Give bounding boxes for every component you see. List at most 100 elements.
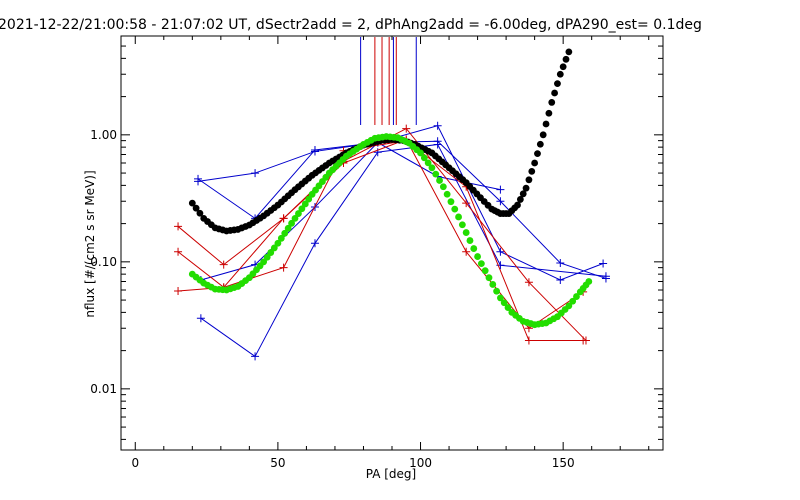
data-point	[251, 352, 260, 361]
data-point	[402, 124, 411, 133]
y-tick-label: 0.01	[90, 382, 117, 396]
curve-point	[428, 164, 436, 172]
curve-point	[565, 48, 573, 56]
data-point	[496, 261, 505, 270]
curve-point	[545, 109, 553, 117]
data-point	[524, 278, 533, 287]
curve-point	[528, 168, 536, 175]
x-axis-label: PA [deg]	[366, 467, 416, 481]
curve-point	[439, 183, 447, 191]
curve-point	[301, 200, 309, 208]
x-tick-label: 150	[552, 456, 575, 470]
curve-point	[562, 55, 570, 63]
curve-point	[569, 297, 577, 305]
curve-point	[188, 199, 196, 207]
data-point	[196, 314, 205, 323]
curve-point	[443, 190, 451, 198]
curve-point	[573, 293, 580, 300]
data-point	[433, 121, 442, 130]
data-point	[194, 174, 203, 183]
data-point	[279, 263, 288, 272]
curve-point	[267, 249, 275, 256]
curve-point	[451, 205, 459, 213]
curve-point	[519, 190, 527, 198]
curve-point	[417, 149, 424, 157]
curve-point	[470, 245, 478, 252]
data-point	[174, 247, 183, 256]
curve-point	[559, 63, 567, 71]
data-point	[496, 197, 505, 206]
curve-point	[504, 304, 512, 311]
curve-point	[196, 209, 204, 217]
data-point	[556, 258, 565, 267]
curve-point	[466, 237, 474, 244]
x-tick-label: 0	[131, 456, 139, 470]
data-point	[462, 247, 471, 256]
series-line	[177, 138, 584, 329]
curve-point	[298, 205, 306, 213]
curve-point	[420, 154, 428, 162]
data-point	[310, 145, 319, 154]
curve-point	[462, 229, 470, 236]
data-point	[496, 185, 505, 194]
curve-point	[436, 177, 443, 184]
curve-point	[497, 294, 504, 302]
data-point	[310, 239, 319, 248]
data-point	[373, 148, 382, 157]
curve-point	[554, 80, 561, 88]
data-point	[601, 272, 610, 281]
curve-point	[516, 196, 524, 203]
curve-point	[556, 70, 564, 78]
curve-point	[485, 274, 493, 282]
curve-point	[489, 281, 497, 288]
curve-point	[474, 253, 481, 260]
data-point	[251, 169, 260, 178]
series-line	[178, 140, 584, 342]
data-point	[174, 286, 183, 295]
curve-point	[295, 210, 302, 217]
data-point	[174, 222, 183, 231]
curve-point	[291, 214, 299, 222]
data-point	[496, 247, 505, 256]
curve-point	[192, 204, 200, 212]
curve-point	[534, 150, 541, 158]
curve-point	[424, 159, 432, 167]
curve-point	[565, 302, 573, 310]
curve-point	[514, 201, 521, 209]
curve-point	[263, 253, 271, 261]
y-tick-label: 1.00	[90, 128, 117, 142]
data-point	[599, 259, 608, 268]
data-point	[279, 214, 288, 223]
curve-point	[548, 99, 556, 106]
curve-point	[305, 195, 313, 203]
chart-title: 2021-12-22/21:00:58 - 21:07:02 UT, dSect…	[0, 17, 702, 33]
curve-point	[277, 234, 285, 242]
curve-point	[531, 159, 539, 167]
curve-point	[260, 258, 268, 266]
data-point	[524, 336, 533, 345]
curve-point	[481, 267, 489, 275]
curve-point	[539, 131, 547, 139]
series-line	[197, 125, 604, 281]
curve-point	[522, 184, 530, 192]
curve-point	[525, 176, 533, 184]
curve-point	[288, 219, 295, 227]
x-tick-label: 100	[409, 456, 432, 470]
y-axis-label: nflux [#/(cm2 s sr MeV)]	[83, 170, 97, 317]
x-tick-label: 50	[270, 456, 285, 470]
curve-point	[477, 260, 485, 268]
y-tick-label: 0.10	[90, 255, 117, 269]
curve-point	[493, 287, 500, 295]
curve-point	[274, 239, 282, 247]
curve-point	[447, 198, 455, 206]
curve-point	[284, 224, 292, 232]
curve-point	[455, 213, 462, 221]
plot-area-frame	[120, 35, 664, 451]
series-line	[197, 141, 501, 191]
curve-point	[585, 278, 593, 285]
curve-point	[432, 170, 440, 178]
data-point	[219, 260, 228, 269]
data-point	[462, 199, 471, 208]
curve-point	[458, 221, 466, 229]
